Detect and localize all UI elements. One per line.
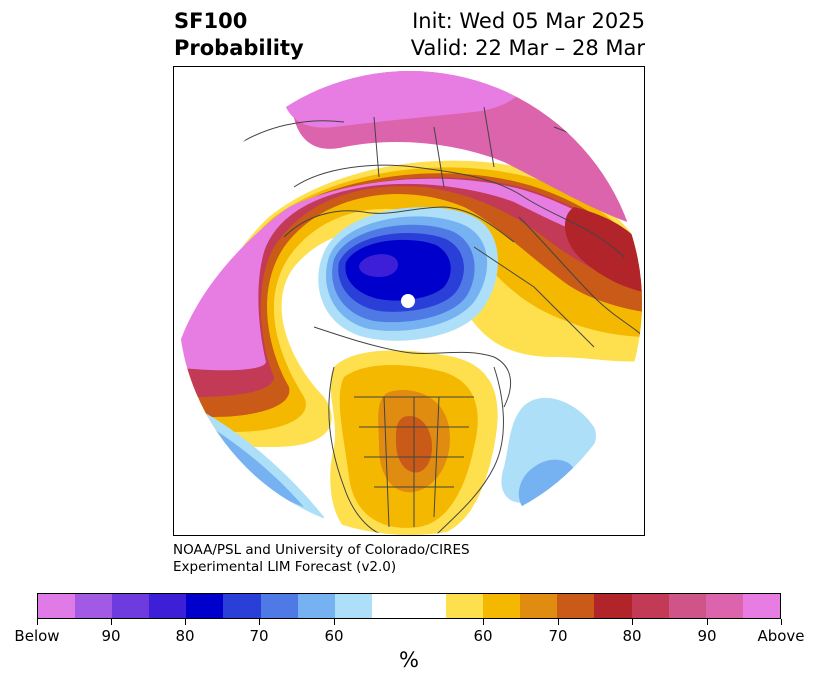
title-line-2: Probability <box>174 36 304 60</box>
init-date: Init: Wed 05 Mar 2025 <box>412 9 645 33</box>
valid-range: Valid: 22 Mar – 28 Mar <box>410 36 645 60</box>
colorbar-segment <box>260 594 298 618</box>
above-arc-orange <box>178 173 642 417</box>
colorbar-segment <box>112 594 150 618</box>
above-arc-red <box>178 177 636 397</box>
colorbar-tick-label: 90 <box>101 627 121 645</box>
credit-line-1: NOAA/PSL and University of Colorado/CIRE… <box>173 542 470 558</box>
colorbar-tick <box>631 619 633 625</box>
colorbar-tick <box>36 619 38 625</box>
colorbar-tick-label: Below <box>14 627 60 645</box>
colorbar-tick <box>706 619 708 625</box>
colorbar-segment <box>742 594 780 618</box>
title-line-1: SF100 <box>174 9 248 33</box>
atlantic-blue <box>518 459 575 509</box>
above-top-pink <box>281 71 527 128</box>
colorbar-tick-label: 80 <box>175 627 195 645</box>
colorbar-tick <box>482 619 484 625</box>
colorbar-tick-label: 60 <box>473 627 493 645</box>
colorbar-tick-label: Above <box>757 627 805 645</box>
credit-line-2: Experimental LIM Forecast (v2.0) <box>173 559 397 575</box>
colorbar-segment <box>631 594 669 618</box>
colorbar-segment <box>705 594 743 618</box>
colorbar-tick <box>258 619 260 625</box>
colorbar-unit: % <box>399 648 419 672</box>
credit-text: NOAA/PSL and University of Colorado/CIRE… <box>173 542 470 576</box>
colorbar-segment <box>483 594 521 618</box>
colorbar-tick <box>184 619 186 625</box>
colorbar-segment <box>594 594 632 618</box>
colorbar-tick <box>557 619 559 625</box>
above-europe-red <box>564 207 642 292</box>
colorbar-segment <box>408 594 447 618</box>
colorbar-segment <box>297 594 335 618</box>
colorbar-tick <box>780 619 782 625</box>
colorbar-tick-label: 70 <box>548 627 568 645</box>
colorbar-tick-label: 80 <box>622 627 642 645</box>
colorbar <box>37 593 781 619</box>
colorbar-tick-label: 60 <box>324 627 344 645</box>
above-arc-pink <box>178 178 619 371</box>
probability-map <box>178 71 642 535</box>
colorbar-segment <box>668 594 706 618</box>
colorbar-segment <box>149 594 187 618</box>
colorbar-tick <box>333 619 335 625</box>
forecast-dates: Init: Wed 05 Mar 2025 Valid: 22 Mar – 28… <box>300 8 645 62</box>
colorbar-segment <box>75 594 113 618</box>
colorbar-segment <box>223 594 261 618</box>
map-panel <box>173 66 645 536</box>
colorbar-segment <box>446 594 484 618</box>
colorbar-segment <box>334 594 372 618</box>
colorbar-tick-label: 70 <box>249 627 269 645</box>
colorbar-tick <box>110 619 112 625</box>
map-title: SF100 Probability <box>174 8 304 62</box>
colorbar-segment <box>186 594 224 618</box>
colorbar-segment <box>520 594 558 618</box>
pole-marker <box>401 294 415 308</box>
colorbar-segment <box>371 594 409 618</box>
below-blue-5 <box>359 254 399 277</box>
colorbar-tick-label: 90 <box>697 627 717 645</box>
colorbar-segment <box>557 594 595 618</box>
colorbar-segment <box>38 594 76 618</box>
below-blue-4 <box>345 239 451 301</box>
